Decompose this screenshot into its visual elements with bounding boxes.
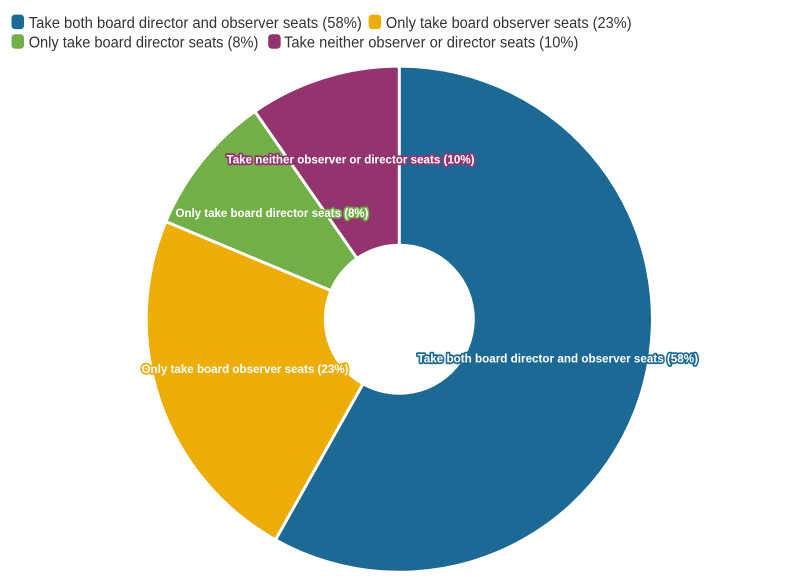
svg-text:Take neither observer or direc: Take neither observer or director seats … — [284, 35, 578, 52]
svg-text:Take both board director and o: Take both board director and observer se… — [418, 352, 699, 366]
svg-text:Only take board observer seats: Only take board observer seats (23%) — [386, 15, 632, 32]
svg-text:Only take board director seats: Only take board director seats (8%) — [176, 206, 369, 220]
svg-text:Only take board director seats: Only take board director seats (8%) — [29, 35, 259, 52]
svg-text:Take neither observer or direc: Take neither observer or director seats … — [227, 153, 475, 167]
svg-text:Only take board director seats: Only take board director seats (8%) — [176, 206, 369, 220]
svg-text:Take both board director and o: Take both board director and observer se… — [418, 352, 699, 366]
svg-text:Only take board observer seats: Only take board observer seats (23%) — [142, 362, 349, 376]
svg-text:Take both board director and o: Take both board director and observer se… — [29, 15, 362, 32]
svg-text:Take neither observer or direc: Take neither observer or director seats … — [227, 153, 475, 167]
svg-text:Only take board observer seats: Only take board observer seats (23%) — [142, 362, 349, 376]
